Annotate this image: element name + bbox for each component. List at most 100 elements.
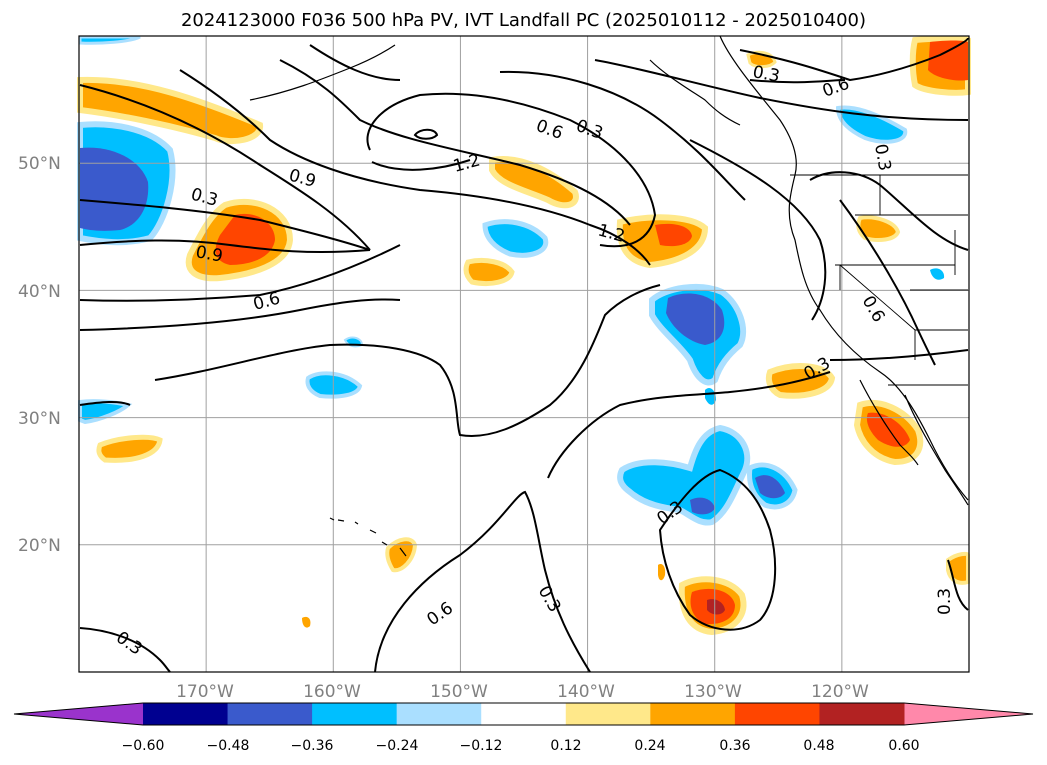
lon-label: 120°W [811, 682, 869, 702]
pv-contour-line [413, 128, 439, 140]
baja-coastline [859, 379, 919, 466]
pv-contour-line [309, 44, 401, 81]
pv-contours [79, 37, 969, 673]
axis-labels: 50°N 40°N 30°N 20°N 170°W 160°W 150°W 14… [18, 154, 869, 702]
pv-contour-line [79, 199, 371, 251]
nevada-border [839, 264, 916, 360]
map-frame [78, 35, 970, 673]
positive-anomaly-patch [658, 564, 666, 581]
pv-contour-line [79, 401, 131, 406]
contour-label: 0.9 [194, 242, 224, 266]
figure-title: 2024123000 F036 500 hPa PV, IVT Landfall… [180, 10, 867, 31]
colorbar-bin [396, 703, 482, 725]
colorbar-tick-label: 0.60 [888, 738, 919, 754]
colorbar-bin [734, 703, 820, 725]
lat-label: 50°N [18, 154, 61, 174]
colorbar-tick-label: −0.48 [207, 738, 250, 754]
north-america-coastline [719, 35, 969, 501]
pv-contour-line [947, 559, 969, 611]
colorbar-tick-label: −0.60 [122, 738, 165, 754]
pv-contour-line [79, 239, 371, 254]
positive-anomaly-patch [856, 215, 901, 242]
lon-label: 150°W [430, 682, 488, 702]
colorbar-over-extension [904, 703, 1033, 725]
strong-negative-patch [80, 147, 149, 231]
lat-label: 30°N [18, 409, 61, 429]
colorbar-under-extension [14, 703, 143, 725]
pv-contour-line [79, 298, 401, 331]
negative-anomaly-patch [482, 219, 549, 258]
lat-label: 20°N [18, 536, 61, 556]
colorbar-bin [481, 703, 567, 725]
pv-contour-line [366, 92, 657, 248]
pv-contour-line [547, 371, 831, 479]
pv-contour-line [179, 69, 651, 266]
pv-contour-line [154, 284, 661, 437]
negative-anomaly-patch [617, 424, 751, 526]
colorbar-bin [143, 703, 229, 725]
lon-label: 140°W [557, 682, 615, 702]
positive-anomaly-patch [302, 616, 311, 628]
coastline-detail [249, 44, 396, 101]
strong-positive-patch [215, 213, 275, 265]
coastline-detail [649, 59, 741, 126]
negative-anomaly-patch [835, 105, 908, 144]
pv-contour-line [839, 199, 936, 366]
pv-contour-line [594, 59, 969, 121]
negative-anomaly-patch [705, 388, 716, 405]
pv-contour-line [79, 84, 371, 251]
strong-negative-patch [755, 475, 785, 499]
colorbar: −0.60 −0.48 −0.36 −0.24 −0.12 0.12 0.24 … [13, 702, 1034, 754]
positive-anomaly-patch [77, 76, 263, 145]
positive-anomaly-patch [463, 257, 515, 287]
colorbar-tick-label: −0.36 [291, 738, 334, 754]
colorbar-outline [13, 702, 1034, 726]
lon-label: 160°W [303, 682, 361, 702]
hawaii-islands [329, 517, 407, 557]
negative-anomaly-patch [78, 35, 141, 45]
graticule [79, 36, 969, 672]
pv-contour-line [374, 490, 591, 673]
pv-contour-line [79, 244, 401, 302]
colorbar-tick-label: 0.48 [803, 738, 834, 754]
pv-contour-line [79, 627, 171, 673]
colorbar-bin [565, 703, 651, 725]
negative-anomaly-patch [930, 268, 945, 280]
pv-contour-line [689, 139, 827, 321]
colorbar-ticks: −0.60 −0.48 −0.36 −0.24 −0.12 0.12 0.24 … [122, 738, 920, 754]
gulf-of-california-coastline [904, 394, 969, 506]
strong-negative-patch [690, 497, 715, 515]
state-borders [790, 174, 968, 386]
contour-label: 0.3 [935, 588, 955, 615]
pv-contour-line [279, 59, 631, 226]
colorbar-tick-label: −0.12 [460, 738, 503, 754]
pv-contour-line [658, 468, 777, 631]
colorbar-tick-label: 0.12 [550, 738, 581, 754]
pv-contour-line [499, 70, 746, 201]
extreme-positive-patch [707, 599, 725, 615]
positive-anomaly-patch [489, 156, 579, 209]
strong-positive-patch [928, 40, 968, 81]
pv-contour-line [749, 79, 846, 84]
colorbar-bin [650, 703, 736, 725]
colorbar-bin [312, 703, 398, 725]
colorbar-bin [227, 703, 313, 725]
pv-contour-line [739, 37, 969, 82]
colorbar-tick-label: 0.36 [719, 738, 750, 754]
colorbar-tick-label: −0.24 [376, 738, 419, 754]
strong-positive-patch [655, 223, 692, 247]
pv-contour-line [371, 159, 471, 171]
colorbar-bins [143, 703, 905, 725]
colorbar-tick-label: 0.24 [634, 738, 665, 754]
contour-label: 0.3 [870, 142, 894, 172]
pv-contour-line [809, 171, 969, 251]
contour-label: 0.3 [751, 62, 781, 86]
strong-negative-patch [666, 293, 725, 345]
positive-anomaly-patch [96, 434, 163, 463]
lon-label: 170°W [176, 682, 234, 702]
coastlines [249, 35, 969, 557]
lon-label: 130°W [684, 682, 742, 702]
colorbar-bin [819, 703, 905, 725]
